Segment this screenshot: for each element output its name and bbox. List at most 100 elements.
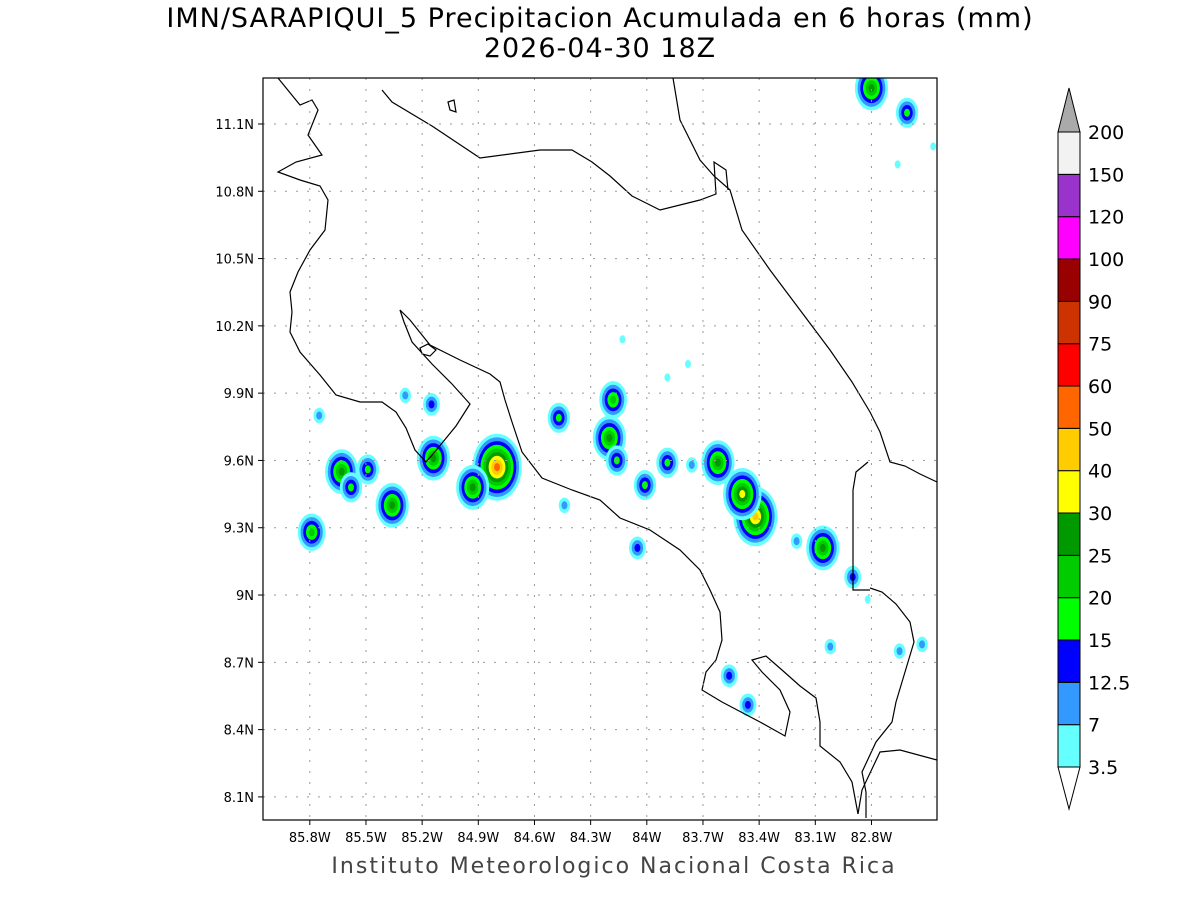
precip-cell xyxy=(686,457,698,473)
panama-border xyxy=(852,461,870,591)
contour-band xyxy=(469,483,476,492)
precip-cell xyxy=(619,335,626,344)
precip-cell xyxy=(739,693,757,717)
colorbar-swatch xyxy=(1057,470,1081,514)
colorbar-under-arrow xyxy=(1057,766,1081,811)
precip-cell xyxy=(456,464,490,510)
contour-band xyxy=(919,640,925,649)
colorbar-swatch xyxy=(1057,639,1081,683)
island-outline xyxy=(447,99,457,113)
precip-cell xyxy=(558,497,571,514)
panama-pacific-coastline xyxy=(861,587,915,818)
latitude-ticks: 11.1N 10.8N 10.5N 10.2N 9.9N 9.6N 9.3N 9N 8.7N 8.… xyxy=(215,118,263,806)
precip-cell xyxy=(720,664,738,688)
colorbar-label: 25 xyxy=(1088,545,1112,567)
lat-tick-label: 9.9N xyxy=(224,387,254,402)
lon-tick-label: 85.5W xyxy=(345,831,387,846)
precip-cell xyxy=(854,78,889,111)
colorbar-swatch xyxy=(1057,216,1081,260)
precip-cell xyxy=(893,643,906,659)
contour-band xyxy=(634,543,641,552)
contour-band xyxy=(930,142,937,151)
contour-band xyxy=(494,463,501,472)
lat-tick-label: 10.8N xyxy=(215,185,254,200)
precip-cell xyxy=(633,470,657,501)
lat-tick-label: 8.4N xyxy=(224,724,254,739)
contour-band xyxy=(555,413,562,422)
contour-band xyxy=(819,543,826,552)
colorbar-swatch xyxy=(1057,554,1081,599)
precip-cell xyxy=(806,525,840,571)
coastlines xyxy=(276,78,937,818)
lon-tick-label: 83.4W xyxy=(738,831,780,846)
colorbar-label: 100 xyxy=(1088,249,1124,271)
precip-cell xyxy=(664,373,671,382)
precip-cell xyxy=(894,160,901,169)
colorbar-label: 15 xyxy=(1088,630,1112,652)
lon-tick-label: 85.8W xyxy=(289,831,331,846)
lat-tick-label: 10.5N xyxy=(215,253,254,268)
colorbar-label: 12.5 xyxy=(1088,672,1130,694)
precip-cell xyxy=(930,142,937,151)
contour-band xyxy=(739,490,746,499)
lat-tick-label: 9N xyxy=(236,589,254,604)
colorbar-swatch xyxy=(1057,427,1081,472)
lon-tick-label: 83.7W xyxy=(682,831,724,846)
colorbar-label: 40 xyxy=(1088,461,1112,483)
precipitation-cells xyxy=(297,78,937,717)
caribbean-coastline xyxy=(672,78,937,483)
precip-cell xyxy=(656,447,679,478)
lon-tick-label: 83.1W xyxy=(794,831,836,846)
contour-band xyxy=(868,84,875,93)
precip-cell xyxy=(416,435,450,481)
colorbar-swatch xyxy=(1057,343,1081,387)
contour-band xyxy=(827,642,834,651)
colorbar-swatch xyxy=(1057,512,1081,556)
lon-tick-label: 85.2W xyxy=(401,831,443,846)
contour-band xyxy=(338,467,345,476)
precip-cell xyxy=(701,440,735,486)
map-subtitle: 2026-04-30 18Z xyxy=(483,33,717,64)
contour-band xyxy=(664,458,671,467)
colorbar-label: 3.5 xyxy=(1088,757,1118,779)
contour-band xyxy=(744,700,751,709)
contour-band xyxy=(641,481,648,490)
contour-band xyxy=(606,433,613,443)
map-title: IMN/SARAPIQUI_5 Precipitacion Acumulada … xyxy=(166,3,1034,34)
colorbar-label: 90 xyxy=(1088,291,1112,313)
contour-band xyxy=(793,537,800,546)
colorbar-label: 60 xyxy=(1088,376,1112,398)
contour-band xyxy=(619,335,626,344)
colorbar-label: 200 xyxy=(1088,122,1124,144)
footer-credit: Instituto Meteorologico Nacional Costa R… xyxy=(331,854,897,879)
lat-tick-label: 9.3N xyxy=(224,522,254,537)
colorbar-label: 50 xyxy=(1088,418,1112,440)
contour-band xyxy=(904,108,911,117)
contour-band xyxy=(561,501,568,510)
contour-band xyxy=(685,359,691,369)
lat-tick-label: 11.1N xyxy=(215,118,254,133)
contour-band xyxy=(430,454,437,463)
precip-cell xyxy=(895,97,919,128)
precip-cell xyxy=(547,402,570,433)
graticule xyxy=(263,78,937,820)
lon-tick-label: 84.9W xyxy=(457,831,499,846)
pacific-coastline xyxy=(276,78,859,815)
lon-tick-label: 84.3W xyxy=(570,831,612,846)
precip-cell xyxy=(629,536,646,560)
precip-cell xyxy=(722,467,762,521)
precip-cell xyxy=(423,392,440,416)
colorbar-label: 20 xyxy=(1088,588,1112,610)
lat-tick-label: 9.6N xyxy=(224,454,254,469)
contour-band xyxy=(389,501,396,510)
colorbar-swatch xyxy=(1057,173,1081,218)
precip-cell xyxy=(790,533,803,549)
colorbar-label: 30 xyxy=(1088,503,1112,525)
contour-band xyxy=(664,373,671,382)
lat-tick-label: 8.7N xyxy=(224,656,254,671)
contour-band xyxy=(896,647,903,656)
precip-cell xyxy=(472,433,522,501)
colorbar-over-arrow xyxy=(1057,87,1081,133)
